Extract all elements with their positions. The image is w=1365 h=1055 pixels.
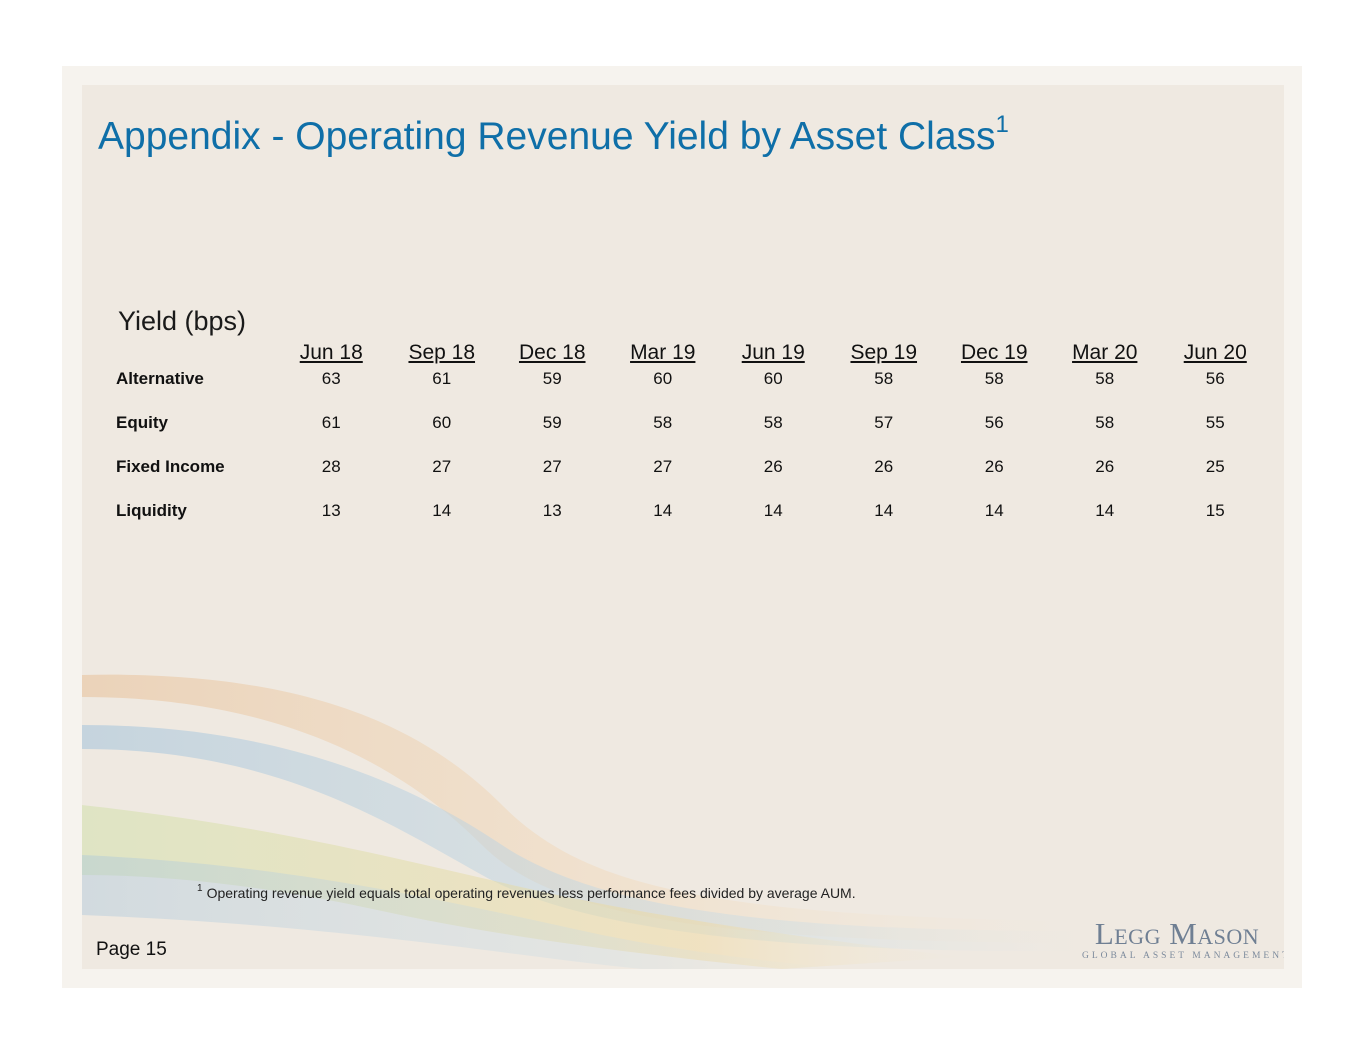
table-cell: 15 [1205,501,1225,520]
table-cell: 14 [763,501,783,520]
table-header-row: Jun 18 Sep 18 Dec 18 Mar 19 Jun 19 Sep 1… [116,339,1271,365]
table-cell: 25 [1205,457,1225,476]
row-label: Alternative [116,369,204,388]
table-row: Liquidity 13 14 13 14 14 14 14 14 15 [116,497,1271,533]
slide-title: Appendix - Operating Revenue Yield by As… [98,111,1009,159]
column-header: Sep 18 [408,341,476,364]
table-cell: 60 [432,413,452,432]
table-cell: 26 [763,457,783,476]
table-cell: 59 [542,369,562,388]
table-cell: 58 [653,413,673,432]
slide-title-text: Appendix - Operating Revenue Yield by As… [98,115,996,158]
table-cell: 26 [874,457,894,476]
column-header: Dec 18 [518,341,586,364]
slide: Appendix - Operating Revenue Yield by As… [82,85,1284,969]
row-label: Equity [116,413,168,432]
title-footnote-marker: 1 [995,111,1009,138]
page-number: Page 15 [96,939,167,960]
table-cell: 63 [321,369,341,388]
legg-mason-logo: Legg Mason GLOBAL ASSET MANAGEMENT [1082,916,1284,962]
row-label: Liquidity [116,501,187,520]
table-cell: 57 [874,413,894,432]
table-cell: 14 [432,501,452,520]
table-cell: 27 [432,457,452,476]
table-cell: 14 [1095,501,1115,520]
table-row: Equity 61 60 59 58 58 57 56 58 55 [116,409,1271,453]
footnote-text: Operating revenue yield equals total ope… [206,885,856,901]
table-row: Fixed Income 28 27 27 27 26 26 26 26 25 [116,453,1271,497]
table-cell: 27 [653,457,673,476]
column-header: Jun 20 [1183,341,1247,364]
logo-wordmark: Legg Mason [1094,916,1260,951]
yield-table: Jun 18 Sep 18 Dec 18 Mar 19 Jun 19 Sep 1… [116,339,1271,533]
table-cell: 61 [432,369,452,388]
column-header: Mar 20 [1072,341,1138,364]
column-header: Dec 19 [960,341,1028,364]
table-cell: 26 [1095,457,1115,476]
table-cell: 60 [763,369,783,388]
table-cell: 61 [321,413,341,432]
table-cell: 58 [984,369,1004,388]
row-label: Fixed Income [116,457,225,476]
table-cell: 13 [321,501,341,520]
table-cell: 58 [874,369,894,388]
table-row: Alternative 63 61 59 60 60 58 58 58 56 [116,365,1271,409]
table-cell: 58 [1095,413,1115,432]
table-cell: 14 [984,501,1004,520]
row-header-blank [116,339,276,365]
table-cell: 55 [1205,413,1225,432]
table-cell: 58 [1095,369,1115,388]
footnote: 1 Operating revenue yield equals total op… [197,883,856,901]
table-cell: 58 [763,413,783,432]
table-cell: 14 [874,501,894,520]
column-header: Jun 19 [741,341,805,364]
table-cell: 56 [984,413,1004,432]
column-header: Mar 19 [630,341,696,364]
decorative-swoosh [82,674,1082,969]
units-label: Yield (bps) [118,306,247,336]
table-cell: 27 [542,457,562,476]
table-cell: 59 [542,413,562,432]
logo-tagline: GLOBAL ASSET MANAGEMENT [1082,951,1284,961]
column-header: Jun 18 [299,341,363,364]
table-cell: 26 [984,457,1004,476]
table-cell: 28 [321,457,341,476]
column-header: Sep 19 [850,341,918,364]
table-cell: 14 [653,501,673,520]
table-cell: 13 [542,501,562,520]
table-cell: 56 [1205,369,1225,388]
table-cell: 60 [653,369,673,388]
footnote-marker: 1 [197,883,203,894]
